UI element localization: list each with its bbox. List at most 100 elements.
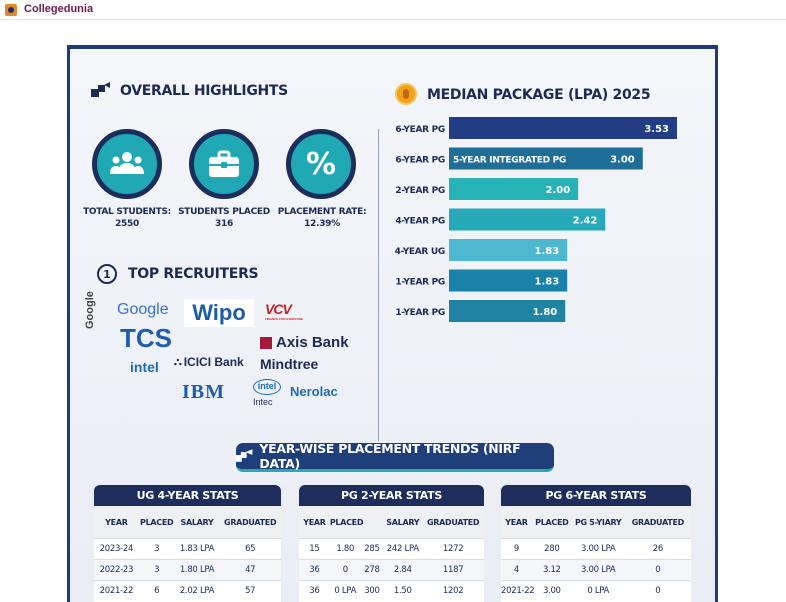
total-students-circle [92,129,162,199]
table-row: 36 0 278 2.84 1187 [299,559,484,580]
bar-category-label: 6-YEAR PG [395,156,445,166]
percent-icon: % [305,146,337,182]
table-row: 2022-23 3 1.80 LPA 47 [94,559,281,580]
table-cell: 6 [154,586,160,596]
vcv-tagline: FINANCE FOR EVERYONE [265,317,303,321]
table-cell: 1.80 LPA [179,565,215,575]
bar [449,208,606,231]
bar-category-label: 4-YEAR PG [395,217,445,227]
bar-value-label: 1.80 [533,307,558,318]
bar [449,269,568,292]
ibm-logo: IBM [182,381,225,403]
table-cell: 3 [154,565,160,575]
column-header: GRADUATED [427,517,480,527]
table-cell: 47 [245,565,256,575]
table-title: UG 4-YEAR STATS [94,485,281,506]
vcv-logo: VCV FINANCE FOR EVERYONE [265,301,305,321]
wipo-logo: Wipo [184,299,254,327]
table-header-row: YEAR PLACED SALARY GRADUATED [94,506,281,538]
intec-text: Intec [253,397,273,407]
table-cell: 36 [309,565,320,575]
table-cell: 1272 [442,544,464,554]
table-cell: 1202 [442,586,464,596]
bar-value-label: 1.83 [535,246,560,257]
table-cell: 2021-22 [99,586,134,596]
bar [449,117,677,139]
table-cell: 1.83 LPA [179,544,215,554]
axis-text: Axis Bank [276,334,349,351]
bar-value-label: 2.42 [573,216,598,227]
top-divider [0,19,786,20]
bar [449,178,579,200]
column-header: GRADUATED [631,517,685,527]
bar-value-label: 2.00 [545,185,570,196]
google-logo: Google [117,301,169,318]
table-row: 15 1.80 285 242 LPA 1272 [299,538,484,559]
table-header-row: YEAR PLACED PG 5-YIARY GRADUATED [501,506,691,538]
collegedunia-logo-icon[interactable] [5,4,17,16]
icici-bank-logo: ⛬ ICICI Bank [174,355,244,369]
median-package-chart: 6-YEAR PG 3.53 6-YEAR PG 5-YEAR INTEGRATED … [395,117,677,322]
highlights-title: OVERALL HIGHLIGHTS [120,83,288,99]
table-cell: 2.02 LPA [179,586,215,596]
bar-category-label: 2-YEAR PG [395,186,445,196]
stat-students-placed: STUDENTS PLACED 316 [174,206,274,230]
mindtree-logo: Mindtree [260,356,319,372]
top-bar: Collegedunia [0,0,786,20]
table-cell: 9 [513,544,520,554]
brand-name[interactable]: Collegedunia [24,3,94,15]
bar-inner-label: 5-YEAR INTEGRATED PG [453,156,566,166]
tcs-logo: TCS [120,323,172,353]
medal-icon [395,83,417,105]
table-cell: 65 [245,544,256,554]
table-cell: 280 [544,544,560,554]
stat-value: 2550 [115,219,139,229]
trends-title: YEAR-WISE PLACEMENT TRENDS (NIRF DATA) [259,441,521,471]
bar-value-label: 1.83 [535,277,560,288]
table-cell: 15 [309,544,320,554]
table-cell: 3.12 [542,565,561,575]
infographic-card: OVERALL HIGHLIGHTS % TOTAL STUDEN [67,45,718,602]
bar [449,300,566,322]
column-header: YEAR [505,517,528,527]
table-row: 2021-22 6 2.02 LPA 57 [94,580,281,601]
bar [449,239,568,261]
table-cell: 2022-23 [99,565,134,575]
table-cell: 1.80 [336,544,355,554]
trend-megaphone-icon [236,449,253,462]
column-header: PG 5-YIARY [574,517,622,527]
table-cell: 26 [652,544,664,554]
stat-label: STUDENTS PLACED [178,207,270,217]
table-cell: 2.84 [393,565,412,575]
table-row: 9 280 3.00 LPA 26 [501,538,691,559]
axis-bank-logo: Axis Bank [260,334,349,351]
column-header: YEAR [303,517,326,527]
table-cell: 3.00 [542,586,561,596]
icici-text: ICICI Bank [183,355,244,369]
students-placed-circle [189,129,259,199]
intel-badge-logo: intel Intec [253,379,281,407]
highlights-icon [91,82,110,97]
column-divider [378,129,379,441]
column-header: YEAR [105,517,128,527]
bar-category-label: 1-YEAR PG [395,278,445,288]
column-header: GRADUATED [224,517,277,527]
bar-category-label: 1-YEAR PG [395,308,445,318]
wipo-text: Wipo [192,300,246,325]
table-cell: 278 [364,565,380,575]
table-cell: 1.50 [393,586,412,596]
trends-banner: YEAR-WISE PLACEMENT TRENDS (NIRF DATA) [236,441,554,472]
stat-placement-rate: PLACEMENT RATE: 12.39% [270,206,374,230]
table-cell: 3.00 LPA [581,544,616,554]
icici-icon: ⛬ [174,355,182,368]
bar-value-label: 3.00 [610,155,635,166]
briefcase-icon [209,150,239,177]
table-cell: 3.00 LPA [581,565,616,575]
stat-total-students: TOTAL STUDENTS: 2550 [70,206,184,230]
table-title: PG 6-YEAR STATS [501,485,691,506]
table-cell: 3 [154,544,160,554]
recruiters-title: TOP RECRUITERS [128,266,259,282]
table-row: 36 0 LPA 300 1.50 1202 [299,580,484,601]
stat-value: 12.39% [304,219,340,229]
bar-category-label: 6-YEAR PG [395,125,445,135]
